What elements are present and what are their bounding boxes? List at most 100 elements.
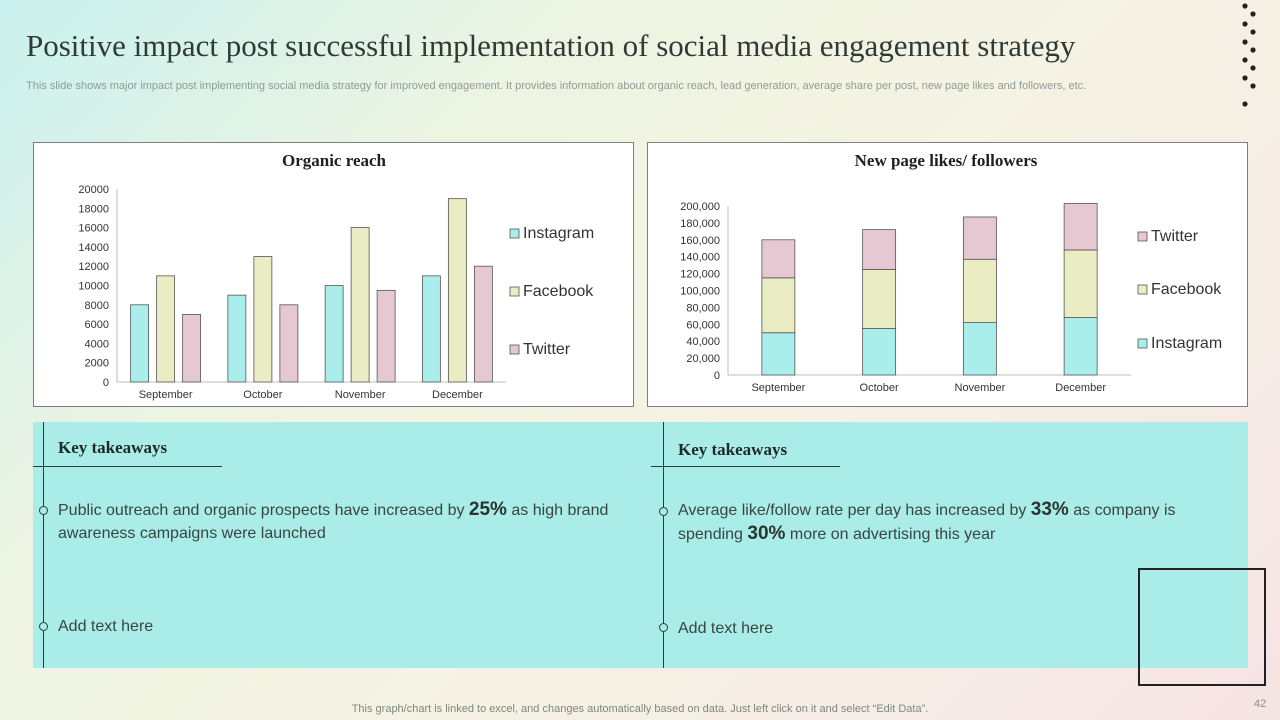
x-tick-label: November xyxy=(955,382,1006,394)
timeline-line-right xyxy=(663,422,664,668)
y-tick-label: 14000 xyxy=(78,242,109,254)
bar-twitter[interactable] xyxy=(1063,203,1098,251)
bar-twitter[interactable] xyxy=(279,304,299,383)
y-tick-label: 12000 xyxy=(78,261,109,273)
y-tick-label: 80,000 xyxy=(686,302,720,314)
bullet-dot xyxy=(659,623,668,632)
legend-label: Twitter xyxy=(523,341,571,358)
organic-reach-svg: Organic reach 0 2000 4000 6000 8000 10000 12000… xyxy=(78,151,594,401)
bar-instagram[interactable] xyxy=(962,322,997,376)
bar-twitter[interactable] xyxy=(862,229,897,270)
takeaways-heading-left: Key takeaways xyxy=(58,438,168,457)
takeaway-point-left-1: Public outreach and organic prospects ha… xyxy=(58,499,609,542)
bar-twitter[interactable] xyxy=(182,314,202,383)
slide-subtitle: This slide shows major impact post imple… xyxy=(26,80,1087,92)
bar-twitter[interactable] xyxy=(376,289,396,383)
legend-swatch xyxy=(1137,338,1148,349)
bar-facebook[interactable] xyxy=(447,198,467,383)
y-tick-label: 18000 xyxy=(78,203,109,215)
x-tick-label: September xyxy=(751,382,805,394)
chart-title: New page likes/ followers xyxy=(855,151,1038,170)
bar-facebook[interactable] xyxy=(862,268,897,329)
timeline-line-left xyxy=(43,422,44,668)
bar-instagram[interactable] xyxy=(421,275,441,383)
legend-swatch xyxy=(1137,231,1148,242)
bar-twitter[interactable] xyxy=(473,265,493,383)
bar-facebook[interactable] xyxy=(761,277,796,334)
bar-facebook[interactable] xyxy=(962,258,997,324)
page-likes-chart[interactable]: New page likes/ followers 0 20,000 40,000 60… xyxy=(647,142,1248,407)
bar-instagram[interactable] xyxy=(130,304,150,383)
decor-dot xyxy=(1242,21,1248,27)
bar-twitter[interactable] xyxy=(761,239,796,279)
decor-dot xyxy=(1242,101,1248,107)
y-tick-label: 200,000 xyxy=(680,201,720,213)
takeaway-point-right-1: Average like/follow rate per day has inc… xyxy=(678,499,1176,544)
y-tick-label: 0 xyxy=(103,377,109,389)
bar-facebook[interactable] xyxy=(350,227,370,383)
decor-dot xyxy=(1242,3,1248,9)
y-tick-label: 2000 xyxy=(85,358,109,370)
bar-twitter[interactable] xyxy=(962,216,997,260)
bar-facebook[interactable] xyxy=(1063,249,1098,318)
y-tick-label: 10000 xyxy=(78,281,109,293)
y-tick-label: 20,000 xyxy=(686,353,720,365)
bar-instagram[interactable] xyxy=(862,328,897,376)
y-tick-label: 60,000 xyxy=(686,319,720,331)
decor-dot xyxy=(1250,47,1256,53)
y-tick-label: 180,000 xyxy=(680,218,720,230)
bar-instagram[interactable] xyxy=(227,294,247,383)
takeaway-point-left-2: Add text here xyxy=(58,618,154,635)
heading-underline-left xyxy=(33,466,222,467)
x-tick-label: October xyxy=(860,382,899,394)
chart-title: Organic reach xyxy=(282,151,387,170)
bullet-dot xyxy=(39,622,48,631)
legend-label: Facebook xyxy=(1151,281,1222,298)
decorative-corner-frame xyxy=(1138,568,1266,686)
page-likes-svg: New page likes/ followers 0 20,000 40,000 60… xyxy=(680,151,1222,394)
decor-dot xyxy=(1250,65,1256,71)
legend-label: Instagram xyxy=(523,225,594,242)
takeaway-point-right-2: Add text here xyxy=(678,620,774,637)
heading-underline-right xyxy=(651,466,840,467)
y-tick-label: 120,000 xyxy=(680,269,720,281)
decorative-dots xyxy=(1242,3,1256,107)
decor-dot xyxy=(1250,11,1256,17)
decor-dot xyxy=(1242,57,1248,63)
bar-instagram[interactable] xyxy=(324,285,344,383)
decor-dot xyxy=(1242,75,1248,81)
y-tick-label: 0 xyxy=(714,370,720,382)
decor-dot xyxy=(1242,39,1248,45)
decor-dot xyxy=(1250,83,1256,89)
bar-facebook[interactable] xyxy=(156,275,176,383)
y-tick-label: 4000 xyxy=(85,338,109,350)
y-tick-label: 6000 xyxy=(85,319,109,331)
y-tick-label: 160,000 xyxy=(680,235,720,247)
y-tick-label: 20000 xyxy=(78,184,109,196)
x-tick-label: December xyxy=(432,389,483,401)
y-tick-label: 140,000 xyxy=(680,252,720,264)
organic-reach-chart[interactable]: Organic reach 0 2000 4000 6000 8000 10000 12000… xyxy=(33,142,634,407)
legend-label: Twitter xyxy=(1151,228,1199,245)
x-tick-label: October xyxy=(243,389,282,401)
page-number: 42 xyxy=(1254,698,1267,710)
x-tick-label: November xyxy=(335,389,386,401)
slide-title: Positive impact post successful implemen… xyxy=(26,28,1076,63)
bar-instagram[interactable] xyxy=(1063,317,1098,376)
bullet-dot xyxy=(39,506,48,515)
x-tick-label: December xyxy=(1055,382,1106,394)
footer-note: This graph/chart is linked to excel, and… xyxy=(351,703,929,715)
takeaways-heading-right: Key takeaways xyxy=(678,440,788,459)
bullet-dot xyxy=(659,507,668,516)
decor-dot xyxy=(1250,29,1256,35)
y-tick-label: 16000 xyxy=(78,223,109,235)
x-tick-label: September xyxy=(139,389,193,401)
legend-swatch xyxy=(509,228,520,239)
legend-label: Facebook xyxy=(523,283,594,300)
takeaways-panel xyxy=(33,422,1248,668)
bar-facebook[interactable] xyxy=(253,256,273,383)
y-tick-label: 100,000 xyxy=(680,286,720,298)
legend-swatch xyxy=(509,286,520,297)
bar-instagram[interactable] xyxy=(761,332,796,376)
y-tick-label: 8000 xyxy=(85,300,109,312)
